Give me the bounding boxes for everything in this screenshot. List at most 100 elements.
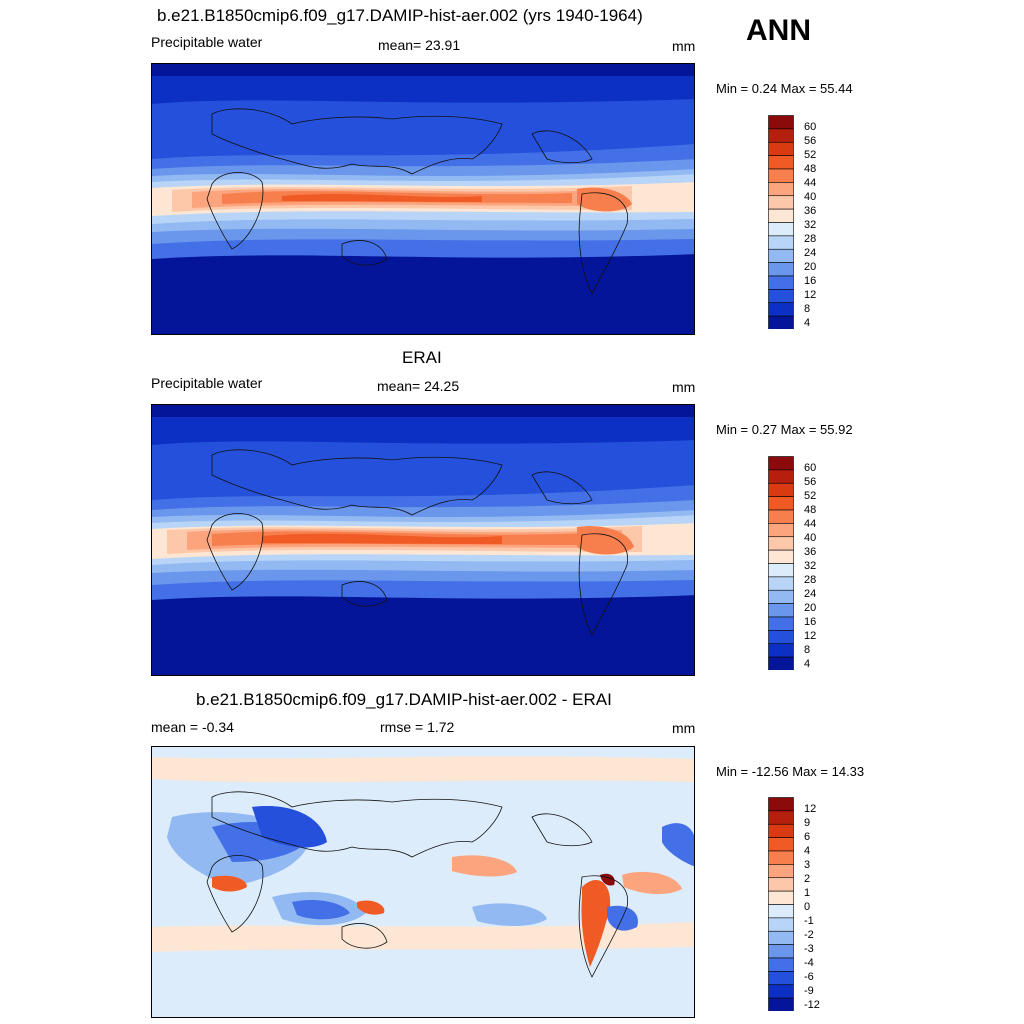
- panel-1-colorbar-tick: 40: [804, 191, 817, 203]
- colorbar-swatch: [768, 823, 794, 838]
- colorbar-swatch: [768, 235, 794, 250]
- panel-3-title: b.e21.B1850cmip6.f09_g17.DAMIP-hist-aer.…: [196, 690, 612, 709]
- colorbar-swatch: [768, 917, 794, 932]
- panel-1-colorbar: 60 56 52 48 44 40 36 32 28 24 20 16 12 8…: [768, 115, 816, 334]
- colorbar-swatch: [768, 997, 794, 1012]
- panel-1-colorbar-tick: 60: [804, 121, 817, 133]
- panel-2-colorbar-tick: 36: [804, 546, 817, 558]
- season-label: ANN: [746, 14, 811, 47]
- panel-3-colorbar-tick: 3: [804, 859, 811, 871]
- panel-3-colorbar-tick: 2: [804, 873, 811, 885]
- panel-1-units-label: mm: [672, 38, 696, 54]
- panel-3-colorbar-tick: 12: [804, 803, 817, 815]
- panel-2-colorbar-tick: 60: [804, 462, 817, 474]
- colorbar-swatch: [768, 302, 794, 317]
- colorbar-swatch: [768, 630, 794, 645]
- colorbar-swatch: [768, 890, 794, 905]
- colorbar-swatch: [768, 469, 794, 484]
- colorbar-swatch: [768, 549, 794, 564]
- colorbar-swatch: [768, 971, 794, 986]
- colorbar-swatch: [768, 182, 794, 197]
- panel-1-colorbar-tick: 28: [804, 233, 817, 245]
- colorbar-swatch: [768, 616, 794, 631]
- panel-1-title: b.e21.B1850cmip6.f09_g17.DAMIP-hist-aer.…: [157, 6, 643, 25]
- panel-1-colorbar-tick: 20: [804, 261, 817, 273]
- colorbar-swatch: [768, 128, 794, 143]
- colorbar-swatch: [768, 248, 794, 263]
- colorbar-swatch: [768, 837, 794, 852]
- colorbar-swatch: [768, 289, 794, 304]
- panel-3-mean-label: mean = -0.34: [151, 719, 234, 735]
- panel-2-colorbar-tick: 12: [804, 630, 817, 642]
- colorbar-swatch: [768, 877, 794, 892]
- panel-3-minmax-label: Min = -12.56 Max = 14.33: [716, 764, 865, 779]
- colorbar-swatch: [768, 930, 794, 945]
- panel-2-variable-label: Precipitable water: [151, 375, 263, 391]
- panel-1-minmax-label: Min = 0.24 Max = 55.44: [716, 81, 853, 96]
- panel-3-colorbar-tick: 1: [804, 887, 811, 899]
- panel-2-colorbar-swatches: [768, 456, 794, 671]
- panel-1-colorbar-tick: 44: [804, 177, 817, 189]
- colorbar-swatch: [768, 115, 794, 130]
- panel-3-colorbar-tick: -1: [804, 915, 814, 927]
- panel-1-colorbar-tick: 52: [804, 149, 817, 161]
- colorbar-swatch: [768, 496, 794, 511]
- panel-2-colorbar-tick: 40: [804, 532, 817, 544]
- colorbar-swatch: [768, 168, 794, 183]
- panel-2-colorbar: 60 56 52 48 44 40 36 32 28 24 20 16 12 8…: [768, 456, 816, 675]
- panel-1-colorbar-tick: 4: [804, 317, 811, 329]
- panel-3-units-label: mm: [672, 720, 696, 736]
- colorbar-swatch: [768, 523, 794, 538]
- colorbar-swatch: [768, 208, 794, 223]
- panel-3-colorbar-tick: -6: [804, 971, 814, 983]
- panel-2-title: ERAI: [402, 348, 442, 367]
- panel-1-colorbar-tick: 24: [804, 247, 817, 259]
- colorbar-swatch: [768, 482, 794, 497]
- panel-1-colorbar-tick: 12: [804, 289, 817, 301]
- panel-3-colorbar-tick: -3: [804, 943, 814, 955]
- colorbar-swatch: [768, 589, 794, 604]
- colorbar-swatch: [768, 576, 794, 591]
- panel-3-colorbar-tick: 9: [804, 817, 811, 829]
- panel-3-colorbar-tick: -12: [804, 999, 820, 1011]
- colorbar-swatch: [768, 315, 794, 330]
- panel-3-colorbar-swatches: [768, 797, 794, 1012]
- colorbar-swatch: [768, 797, 794, 812]
- colorbar-swatch: [768, 456, 794, 471]
- panel-1-variable-label: Precipitable water: [151, 34, 263, 50]
- colorbar-swatch: [768, 957, 794, 972]
- panel-1-map: [151, 63, 695, 335]
- colorbar-swatch: [768, 141, 794, 156]
- colorbar-swatch: [768, 275, 794, 290]
- panel-3-colorbar-tick: -9: [804, 985, 814, 997]
- panel-3-map: [151, 746, 695, 1018]
- panel-3-colorbar-tick: -2: [804, 929, 814, 941]
- colorbar-swatch: [768, 536, 794, 551]
- panel-1-colorbar-tick: 48: [804, 163, 817, 175]
- panel-3-colorbar-tick: 6: [804, 831, 811, 843]
- colorbar-swatch: [768, 810, 794, 825]
- panel-3-colorbar-tick: -4: [804, 957, 814, 969]
- colorbar-swatch: [768, 944, 794, 959]
- panel-2-mean-label: mean= 24.25: [377, 378, 460, 394]
- colorbar-swatch: [768, 509, 794, 524]
- colorbar-swatch: [768, 262, 794, 277]
- panel-3-colorbar: 12 9 6 4 3 2 1 0 -1 -2 -3 -4 -6 -9 -12: [768, 797, 820, 1016]
- panel-2-colorbar-tick: 56: [804, 476, 817, 488]
- colorbar-swatch: [768, 643, 794, 658]
- panel-2-colorbar-tick: 20: [804, 602, 817, 614]
- panel-2-colorbar-tick: 16: [804, 616, 817, 628]
- panel-2-colorbar-tick: 4: [804, 658, 811, 670]
- colorbar-swatch: [768, 603, 794, 618]
- panel-2-colorbar-tick: 28: [804, 574, 817, 586]
- colorbar-swatch: [768, 904, 794, 919]
- panel-1-colorbar-tick: 16: [804, 275, 817, 287]
- panel-2-colorbar-tick: 52: [804, 490, 817, 502]
- panel-2-colorbar-tick: 24: [804, 588, 817, 600]
- panel-2-map: [151, 404, 695, 676]
- panel-3-colorbar-tick: 0: [804, 901, 811, 913]
- panel-1-colorbar-tick: 36: [804, 205, 817, 217]
- panel-2-minmax-label: Min = 0.27 Max = 55.92: [716, 422, 853, 437]
- colorbar-swatch: [768, 850, 794, 865]
- panel-2-colorbar-tick: 32: [804, 560, 817, 572]
